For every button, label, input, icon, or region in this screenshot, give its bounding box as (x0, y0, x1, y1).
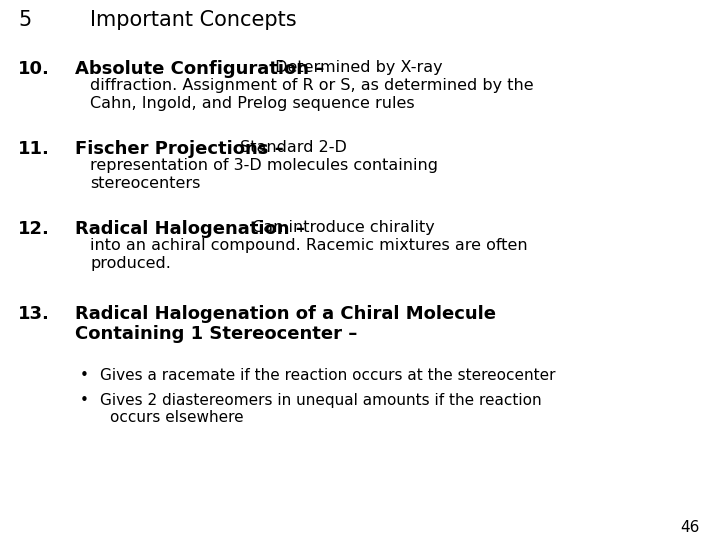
Text: Absolute Configuration –: Absolute Configuration – (75, 60, 325, 78)
Text: 11.: 11. (18, 140, 50, 158)
Text: 46: 46 (680, 520, 700, 535)
Text: 12.: 12. (18, 220, 50, 238)
Text: Gives a racemate if the reaction occurs at the stereocenter: Gives a racemate if the reaction occurs … (100, 368, 556, 383)
Text: Gives 2 diastereomers in unequal amounts if the reaction: Gives 2 diastereomers in unequal amounts… (100, 393, 541, 408)
Text: 10.: 10. (18, 60, 50, 78)
Text: Radical Halogenation –: Radical Halogenation – (75, 220, 305, 238)
Text: Can introduce chirality: Can introduce chirality (247, 220, 435, 235)
Text: Standard 2-D: Standard 2-D (235, 140, 347, 155)
Text: 5: 5 (18, 10, 31, 30)
Text: Cahn, Ingold, and Prelog sequence rules: Cahn, Ingold, and Prelog sequence rules (90, 96, 415, 111)
Text: 13.: 13. (18, 305, 50, 323)
Text: stereocenters: stereocenters (90, 176, 200, 191)
Text: into an achiral compound. Racemic mixtures are often: into an achiral compound. Racemic mixtur… (90, 238, 528, 253)
Text: Radical Halogenation of a Chiral Molecule: Radical Halogenation of a Chiral Molecul… (75, 305, 496, 323)
Text: representation of 3-D molecules containing: representation of 3-D molecules containi… (90, 158, 438, 173)
Text: •: • (80, 393, 89, 408)
Text: diffraction. Assignment of R or S, as determined by the: diffraction. Assignment of R or S, as de… (90, 78, 534, 93)
Text: Fischer Projections –: Fischer Projections – (75, 140, 284, 158)
Text: occurs elsewhere: occurs elsewhere (110, 410, 243, 425)
Text: produced.: produced. (90, 256, 171, 271)
Text: Containing 1 Stereocenter –: Containing 1 Stereocenter – (75, 325, 357, 343)
Text: •: • (80, 368, 89, 383)
Text: Determined by X-ray: Determined by X-ray (270, 60, 443, 75)
Text: Important Concepts: Important Concepts (90, 10, 297, 30)
